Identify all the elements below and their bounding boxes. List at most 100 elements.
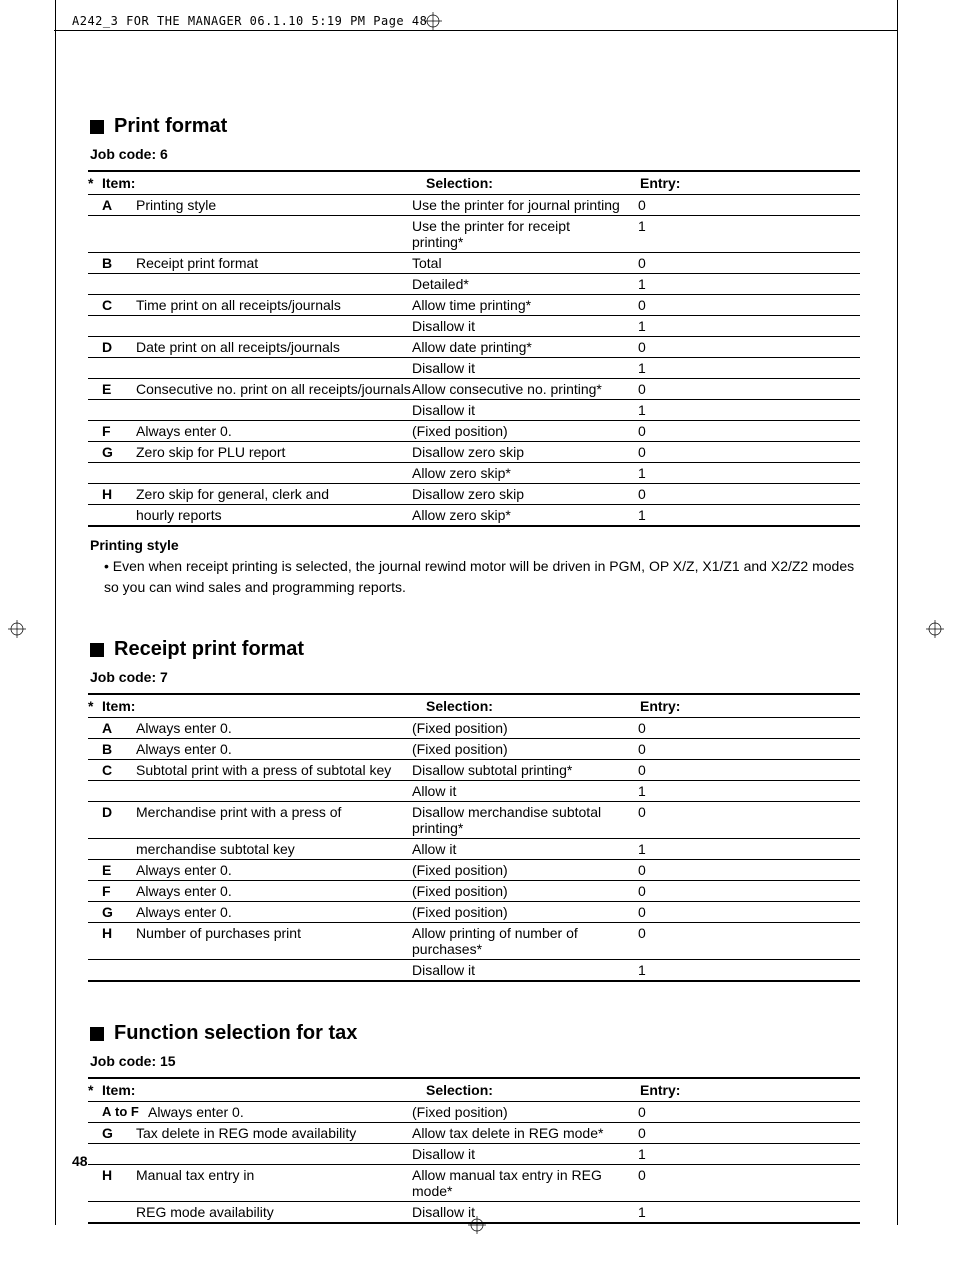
reg-mark-icon xyxy=(926,620,944,638)
header-selection: Selection: xyxy=(426,698,626,714)
job-code: Job code: 15 xyxy=(90,1053,860,1069)
row-letter: D xyxy=(88,804,136,820)
table-row: Use the printer for receipt printing*1 xyxy=(88,216,860,253)
crop-mark xyxy=(55,30,56,1225)
section-title: Print format xyxy=(90,115,860,138)
row-entry: 0 xyxy=(624,762,724,778)
row-entry: 0 xyxy=(624,197,724,213)
row-letter: H xyxy=(88,486,136,502)
crop-mark xyxy=(54,30,898,31)
row-entry: 0 xyxy=(624,1104,724,1120)
row-letter: E xyxy=(88,862,136,878)
row-letter: H xyxy=(88,1167,136,1183)
row-entry: 0 xyxy=(624,486,724,502)
row-selection: (Fixed position) xyxy=(412,720,624,736)
row-entry: 1 xyxy=(624,841,724,857)
header-item: Item: xyxy=(102,1082,426,1098)
row-letter: E xyxy=(88,381,136,397)
table-row: Disallow it1 xyxy=(88,316,860,337)
row-entry: 0 xyxy=(624,297,724,313)
row-selection: Allow zero skip* xyxy=(412,465,624,481)
row-description: Number of purchases print xyxy=(136,925,412,941)
row-entry: 0 xyxy=(624,423,724,439)
table-row: HManual tax entry inAllow manual tax ent… xyxy=(88,1165,860,1202)
row-selection: Allow it xyxy=(412,841,624,857)
row-selection: (Fixed position) xyxy=(412,741,624,757)
row-selection: Disallow subtotal printing* xyxy=(412,762,624,778)
table-row: APrinting styleUse the printer for journ… xyxy=(88,195,860,216)
row-selection: Total xyxy=(412,255,624,271)
row-selection: Disallow it xyxy=(412,962,624,978)
row-selection: Allow date printing* xyxy=(412,339,624,355)
bullet-icon: • xyxy=(104,558,113,574)
section-title-text: Print format xyxy=(114,115,227,138)
header-item: Item: xyxy=(102,698,426,714)
row-letter: G xyxy=(88,444,136,460)
header-entry: Entry: xyxy=(626,175,726,191)
section-title-text: Receipt print format xyxy=(114,638,304,661)
bullet-square-icon xyxy=(90,120,104,134)
row-letter: B xyxy=(88,741,136,757)
row-selection: Disallow zero skip xyxy=(412,444,624,460)
row-description: Always enter 0. xyxy=(136,904,412,920)
row-entry: 0 xyxy=(624,381,724,397)
note-title: Printing style xyxy=(90,537,860,553)
row-entry: 1 xyxy=(624,318,724,334)
section-title: Function selection for tax xyxy=(90,1022,860,1045)
row-selection: Disallow it xyxy=(412,360,624,376)
table-row: HZero skip for general, clerk andDisallo… xyxy=(88,484,860,505)
row-entry: 1 xyxy=(624,218,724,234)
table-row: Detailed*1 xyxy=(88,274,860,295)
row-description: Date print on all receipts/journals xyxy=(136,339,412,355)
table-row: Allow it1 xyxy=(88,781,860,802)
header-star: * xyxy=(88,698,102,714)
header-star: * xyxy=(88,175,102,191)
row-entry: 1 xyxy=(624,783,724,799)
row-description: Always enter 0. xyxy=(136,720,412,736)
row-letter: D xyxy=(88,339,136,355)
row-selection: Allow tax delete in REG mode* xyxy=(412,1125,624,1141)
table-row: EConsecutive no. print on all receipts/j… xyxy=(88,379,860,400)
bullet-square-icon xyxy=(90,643,104,657)
note-body: Even when receipt printing is selected, … xyxy=(104,558,854,595)
section: Function selection for taxJob code: 15*I… xyxy=(90,1022,860,1224)
header-selection: Selection: xyxy=(426,175,626,191)
table-row: hourly reportsAllow zero skip*1 xyxy=(88,505,860,527)
table-row: DMerchandise print with a press ofDisall… xyxy=(88,802,860,839)
row-letter: H xyxy=(88,925,136,941)
row-description: Zero skip for PLU report xyxy=(136,444,412,460)
table-row: Allow zero skip*1 xyxy=(88,463,860,484)
row-description: Always enter 0. xyxy=(136,423,412,439)
table-row: A to FAlways enter 0.(Fixed position)0 xyxy=(88,1102,860,1123)
page-number: 48 xyxy=(72,1153,88,1169)
table-row: HNumber of purchases printAllow printing… xyxy=(88,923,860,960)
row-entry: 0 xyxy=(624,444,724,460)
row-selection: (Fixed position) xyxy=(412,904,624,920)
row-description: merchandise subtotal key xyxy=(136,841,412,857)
table-row: Disallow it1 xyxy=(88,358,860,379)
job-code: Job code: 7 xyxy=(90,669,860,685)
row-entry: 0 xyxy=(624,883,724,899)
note-section: Printing style • Even when receipt printi… xyxy=(90,537,860,598)
settings-table: *Item:Selection:Entry: APrinting styleUse… xyxy=(88,170,860,527)
row-entry: 1 xyxy=(624,507,724,523)
crop-mark xyxy=(55,0,56,30)
row-letter: C xyxy=(88,297,136,313)
table-row: BAlways enter 0.(Fixed position)0 xyxy=(88,739,860,760)
row-selection: (Fixed position) xyxy=(412,423,624,439)
table-row: REG mode availabilityDisallow it1 xyxy=(88,1202,860,1224)
crop-mark xyxy=(897,30,898,1225)
header-imprint: A242_3 FOR THE MANAGER 06.1.10 5:19 PM P… xyxy=(72,14,427,28)
row-selection: Use the printer for receipt printing* xyxy=(412,218,624,250)
row-entry: 1 xyxy=(624,465,724,481)
row-description: Subtotal print with a press of subtotal … xyxy=(136,762,412,778)
header-item: Item: xyxy=(102,175,426,191)
row-entry: 0 xyxy=(624,925,724,941)
table-row: BReceipt print formatTotal0 xyxy=(88,253,860,274)
row-description: hourly reports xyxy=(136,507,412,523)
table-row: AAlways enter 0.(Fixed position)0 xyxy=(88,718,860,739)
row-description: Manual tax entry in xyxy=(136,1167,412,1183)
table-row: CSubtotal print with a press of subtotal… xyxy=(88,760,860,781)
row-selection: (Fixed position) xyxy=(412,862,624,878)
table-row: Disallow it1 xyxy=(88,400,860,421)
